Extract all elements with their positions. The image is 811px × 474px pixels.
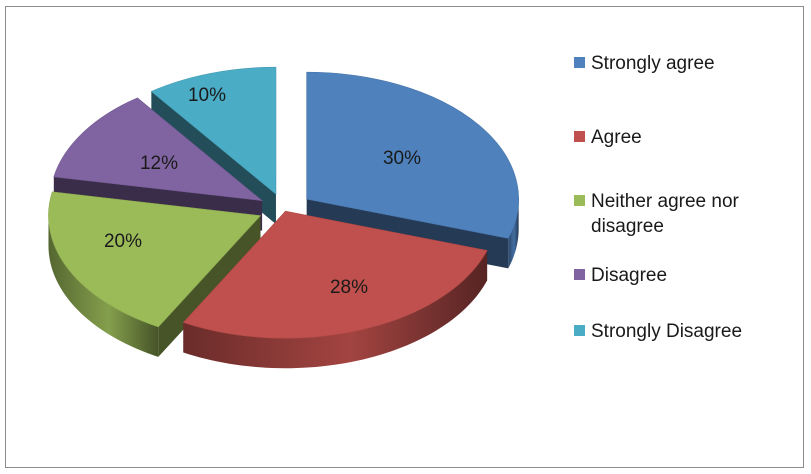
legend-item-disagree: Disagree bbox=[574, 263, 791, 288]
legend-item-agree: Agree bbox=[574, 125, 791, 150]
data-label-agree: 28% bbox=[330, 277, 368, 298]
legend-swatch bbox=[574, 325, 585, 336]
pie-slice-agree bbox=[182, 210, 488, 369]
legend-swatch bbox=[574, 131, 585, 142]
legend-swatch bbox=[574, 195, 585, 206]
data-label-neither-agree-nor-disagree: 20% bbox=[104, 231, 142, 252]
legend-item-strongly-agree: Strongly agree bbox=[574, 51, 791, 76]
legend-label: Neither agree nor disagree bbox=[591, 191, 739, 237]
legend-label: Agree bbox=[591, 127, 642, 148]
pie-chart: 30% 28% 20% 12% 10% bbox=[48, 66, 519, 369]
data-label-strongly-agree: 30% bbox=[383, 148, 421, 169]
legend-label: Strongly Disagree bbox=[591, 321, 743, 342]
legend-label: Strongly agree bbox=[591, 53, 715, 74]
data-label-strongly-disagree: 10% bbox=[188, 85, 226, 106]
legend-label: Disagree bbox=[591, 265, 668, 286]
legend-swatch bbox=[574, 269, 585, 280]
legend-swatch bbox=[574, 57, 585, 68]
data-label-disagree: 12% bbox=[140, 153, 178, 174]
legend-item-strongly-disagree: Strongly Disagree bbox=[574, 319, 791, 344]
legend-item-neither-agree-nor-disagree: Neither agree nor disagree bbox=[574, 189, 781, 239]
chart-frame: 30% 28% 20% 12% 10% Strongly agree Agree Neith… bbox=[5, 6, 804, 468]
